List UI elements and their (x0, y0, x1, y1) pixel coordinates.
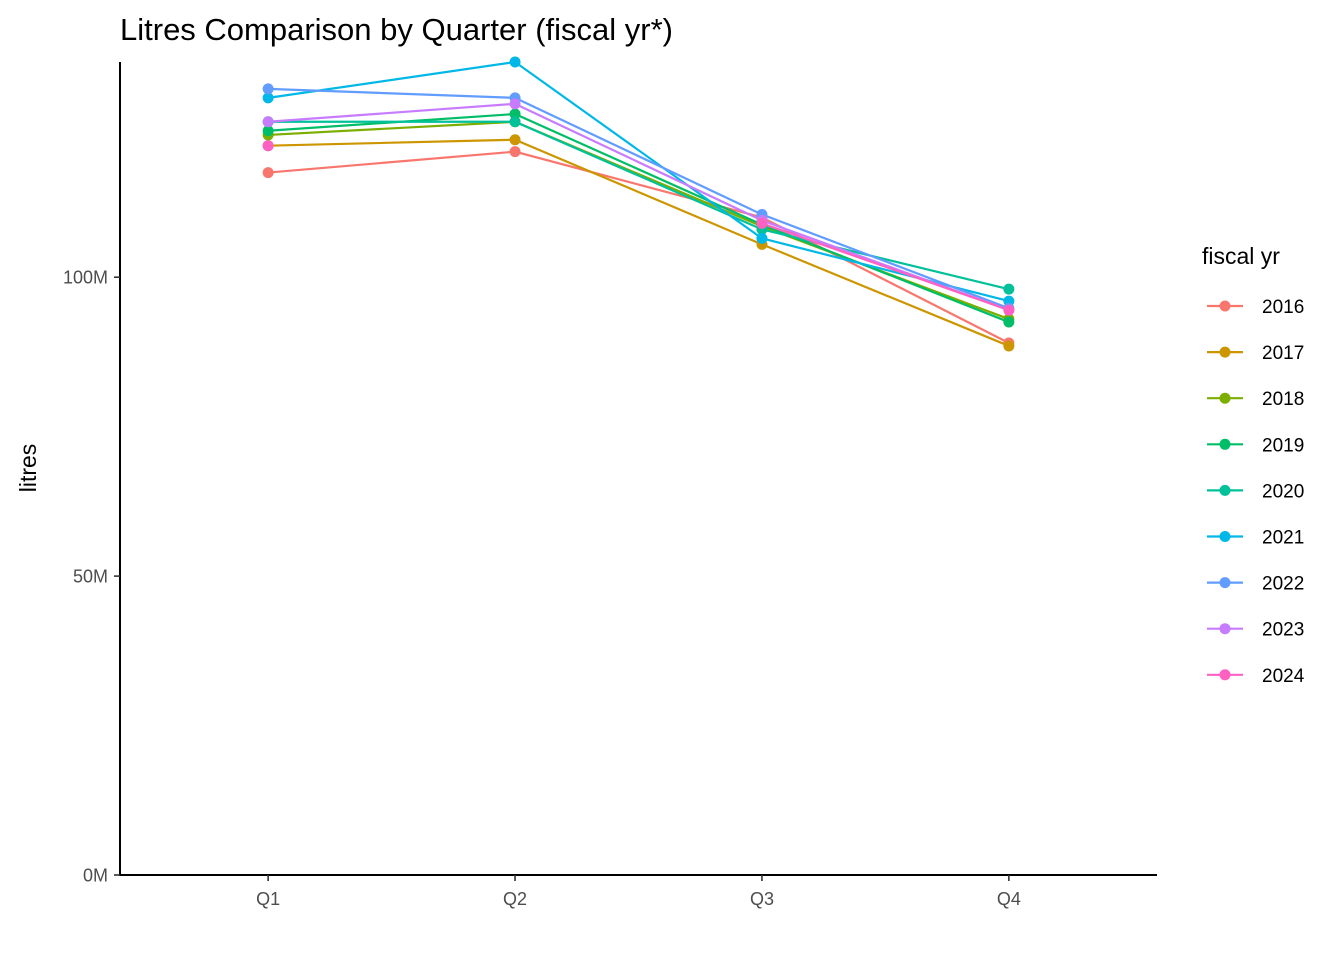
legend-key-point-2022 (1219, 577, 1231, 589)
legend-key-point-2023 (1219, 623, 1231, 635)
data-point-2020-Q2 (509, 116, 521, 128)
data-point-2022-Q1 (262, 83, 274, 95)
series-line-2020 (268, 120, 1010, 291)
legend-key-point-2016 (1219, 300, 1231, 312)
data-point-2024-Q4 (1003, 304, 1015, 316)
data-point-2024-Q1 (262, 140, 274, 152)
legend-key-point-2021 (1219, 531, 1231, 542)
axes: 0M 50M 100M Q1 Q2 Q3 Q4 (63, 62, 1157, 909)
series-line-2017 (268, 138, 1010, 347)
y-tick-label: 0M (83, 866, 108, 886)
data-point-2024-Q3 (756, 217, 768, 229)
x-tick-label: Q1 (256, 889, 280, 909)
data-point-2019-Q1 (262, 125, 274, 137)
legend-key-point-2018 (1219, 392, 1231, 404)
series-line-2024 (761, 222, 1010, 312)
legend-label-2023: 2023 (1262, 620, 1304, 641)
legend-label-2024: 2024 (1262, 666, 1305, 687)
plot-area (262, 56, 1015, 352)
series-line-2023 (268, 102, 1010, 312)
y-tick-label: 100M (63, 268, 108, 288)
data-point-2017-Q2 (509, 134, 521, 146)
data-point-2020-Q4 (1003, 283, 1015, 295)
data-point-2016-Q1 (262, 167, 274, 179)
series-line-2016 (268, 150, 1010, 344)
legend-label-2016: 2016 (1262, 297, 1304, 318)
legend-title: fiscal yr (1202, 243, 1280, 269)
data-point-2019-Q2 (509, 108, 521, 120)
data-point-2017-Q4 (1003, 340, 1015, 352)
legend: fiscal yr 2016 2017 2018 2019 2020 2021 2022 20… (1202, 243, 1305, 687)
series-line-2021 (267, 60, 1010, 303)
series-line-2022 (268, 87, 1010, 310)
x-tick-label: Q4 (997, 889, 1021, 909)
x-tick-label: Q2 (503, 889, 527, 909)
data-point-2023-Q2 (509, 98, 521, 110)
data-point-2019-Q4 (1003, 316, 1015, 328)
data-point-2021-Q2 (509, 56, 521, 68)
legend-key-point-2024 (1219, 669, 1231, 681)
series-line-2019 (268, 112, 1010, 324)
y-tick-label: 50M (73, 567, 108, 587)
legend-key-point-2019 (1219, 438, 1231, 450)
chart-title: Litres Comparison by Quarter (fiscal yr*… (120, 12, 673, 47)
legend-label-2022: 2022 (1262, 574, 1304, 595)
y-axis-title: litres (15, 444, 41, 493)
legend-label-2020: 2020 (1262, 481, 1304, 502)
data-point-2021-Q1 (262, 92, 274, 104)
data-point-2021-Q3 (756, 232, 768, 244)
x-tick-label: Q3 (750, 889, 774, 909)
legend-key-point-2020 (1219, 484, 1231, 496)
data-point-2016-Q2 (509, 146, 521, 158)
data-point-2023-Q1 (262, 116, 274, 128)
legend-label-2018: 2018 (1262, 389, 1304, 410)
legend-label-2019: 2019 (1262, 435, 1304, 456)
legend-key-point-2017 (1219, 346, 1231, 358)
legend-label-2021: 2021 (1262, 528, 1304, 549)
legend-label-2017: 2017 (1262, 343, 1304, 364)
